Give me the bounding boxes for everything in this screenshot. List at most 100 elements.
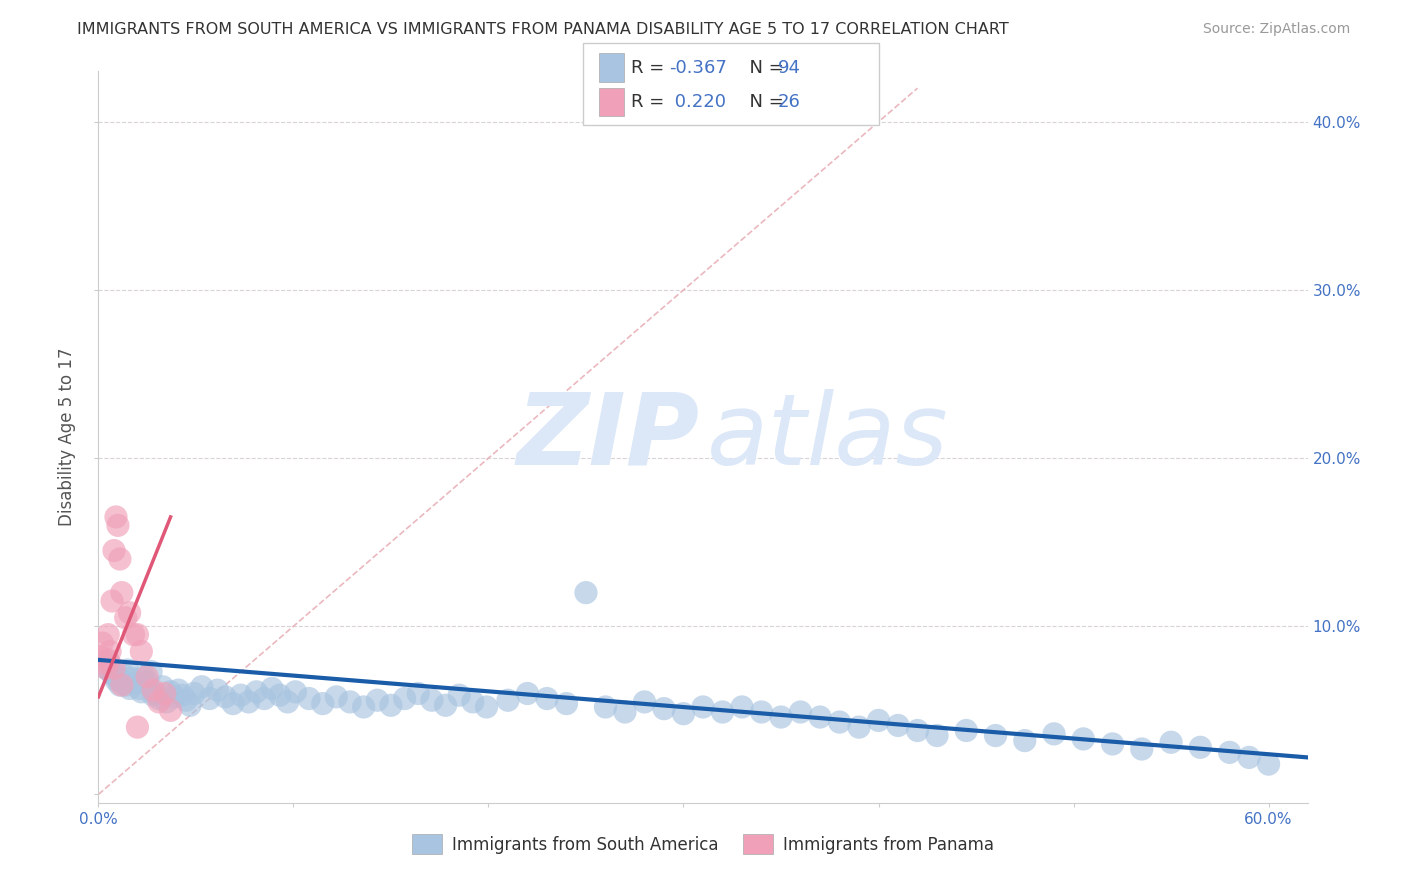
Point [1130, 742, 1153, 756]
Y-axis label: Disability Age 5 to 17: Disability Age 5 to 17 [58, 348, 76, 526]
Point [380, 698, 402, 713]
Point [1071, 731, 1094, 746]
Point [91, 636, 114, 650]
Point [108, 678, 131, 692]
Point [124, 676, 146, 690]
Point [769, 710, 792, 724]
Text: 0.220: 0.220 [669, 93, 727, 112]
Point [1219, 745, 1241, 759]
Point [907, 723, 929, 738]
Point [153, 686, 176, 700]
Point [114, 611, 136, 625]
Point [1257, 757, 1279, 772]
Point [555, 697, 578, 711]
Text: N =: N = [738, 93, 790, 112]
Point [245, 685, 267, 699]
Point [142, 683, 165, 698]
Point [575, 585, 598, 599]
Point [1189, 740, 1212, 755]
Text: R =: R = [631, 59, 671, 77]
Point [652, 701, 675, 715]
Point [1237, 750, 1260, 764]
Point [516, 686, 538, 700]
Point [229, 688, 252, 702]
Point [132, 670, 155, 684]
Point [114, 678, 136, 692]
Point [104, 510, 127, 524]
Point [179, 698, 201, 713]
Point [353, 700, 375, 714]
Point [614, 705, 637, 719]
Point [107, 672, 129, 686]
Point [131, 644, 153, 658]
Point [98, 644, 121, 658]
Point [89, 649, 111, 664]
Point [93, 657, 115, 671]
Point [461, 695, 484, 709]
Point [1014, 733, 1036, 747]
Point [222, 697, 245, 711]
Text: N =: N = [738, 59, 790, 77]
Point [152, 680, 174, 694]
Text: 26: 26 [778, 93, 800, 112]
Point [984, 729, 1007, 743]
Point [238, 695, 260, 709]
Point [159, 685, 181, 699]
Point [97, 653, 120, 667]
Point [536, 691, 558, 706]
Point [111, 674, 134, 689]
Point [828, 715, 851, 730]
Point [183, 686, 205, 700]
Point [298, 691, 321, 706]
Point [434, 698, 457, 713]
Point [148, 695, 170, 709]
Point [406, 686, 429, 700]
Text: Source: ZipAtlas.com: Source: ZipAtlas.com [1202, 22, 1350, 37]
Text: IMMIGRANTS FROM SOUTH AMERICA VS IMMIGRANTS FROM PANAMA DISABILITY AGE 5 TO 17 C: IMMIGRANTS FROM SOUTH AMERICA VS IMMIGRA… [77, 22, 1010, 37]
Point [269, 688, 291, 702]
Legend: Immigrants from South America, Immigrants from Panama: Immigrants from South America, Immigrant… [405, 828, 1001, 860]
Point [127, 720, 149, 734]
Point [108, 552, 131, 566]
Point [163, 690, 186, 704]
Point [1043, 727, 1066, 741]
Text: atlas: atlas [707, 389, 948, 485]
Point [104, 673, 127, 687]
Point [366, 693, 388, 707]
Point [191, 680, 214, 694]
Point [128, 681, 150, 696]
Point [887, 718, 910, 732]
Point [167, 683, 190, 698]
Point [103, 543, 125, 558]
Point [925, 729, 948, 743]
Text: ZIP: ZIP [516, 389, 699, 485]
Point [214, 690, 236, 704]
Point [711, 705, 734, 719]
Point [595, 700, 617, 714]
Point [159, 703, 181, 717]
Point [96, 661, 118, 675]
Point [98, 665, 121, 679]
Text: R =: R = [631, 93, 671, 112]
Point [101, 666, 124, 681]
Point [121, 672, 143, 686]
Point [143, 686, 166, 700]
Point [633, 695, 655, 709]
Point [1101, 737, 1123, 751]
Text: -0.367: -0.367 [669, 59, 727, 77]
Point [117, 663, 139, 677]
Point [955, 723, 977, 738]
Point [101, 594, 124, 608]
Point [253, 691, 276, 706]
Point [172, 688, 194, 702]
Point [103, 668, 125, 682]
Point [122, 627, 145, 641]
Point [848, 720, 870, 734]
Point [198, 691, 221, 706]
Point [751, 705, 773, 719]
Point [136, 674, 159, 689]
Point [284, 685, 307, 699]
Point [808, 710, 831, 724]
Point [107, 518, 129, 533]
Point [496, 693, 519, 707]
